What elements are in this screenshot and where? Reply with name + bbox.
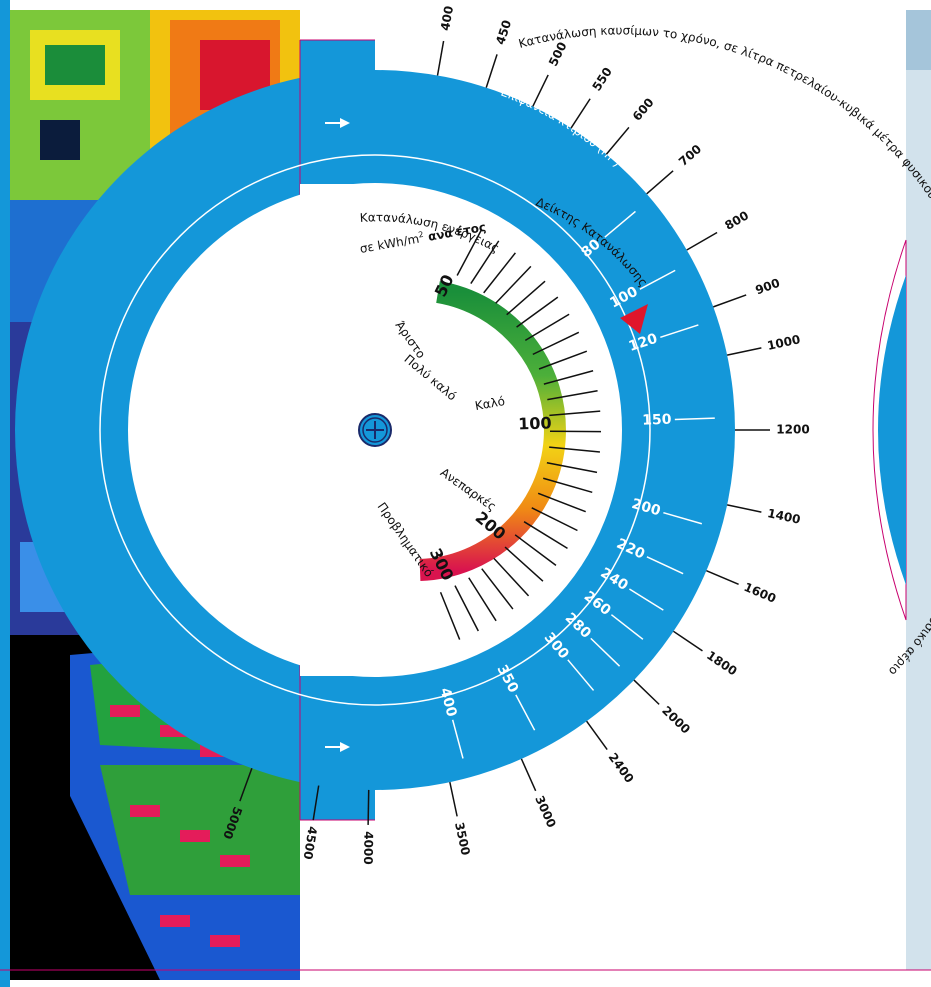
energy-tick bbox=[470, 240, 500, 284]
energy-tick bbox=[524, 313, 570, 342]
fuel-tick bbox=[312, 785, 320, 821]
fuel-tick-label: 4000 bbox=[361, 831, 376, 865]
area-tick bbox=[646, 556, 684, 575]
area-tick bbox=[674, 417, 715, 421]
fuel-tick bbox=[605, 126, 630, 155]
fuel-tick-label: 3000 bbox=[532, 794, 558, 830]
energy-tick bbox=[439, 591, 461, 640]
fuel-tick-label: 1000 bbox=[766, 332, 802, 353]
area-tick bbox=[604, 210, 636, 238]
energy-tick bbox=[538, 350, 588, 370]
area-ring-line bbox=[99, 154, 651, 706]
energy-tick bbox=[456, 230, 482, 276]
energy-tick-label: 100 bbox=[518, 413, 552, 433]
fuel-tick-label: 1400 bbox=[766, 506, 802, 527]
fuel-tick bbox=[686, 231, 718, 251]
fuel-tick bbox=[239, 768, 253, 802]
energy-tick bbox=[495, 265, 532, 304]
energy-tick bbox=[506, 280, 546, 316]
area-tick bbox=[610, 614, 644, 640]
rating-label: Καλό bbox=[474, 394, 506, 413]
fuel-tick-label: 3500 bbox=[452, 821, 473, 857]
fuel-tick-label: 700 bbox=[676, 142, 704, 169]
fuel-tick bbox=[520, 758, 537, 792]
fuel-tick-label: 800 bbox=[722, 208, 751, 233]
fuel-tick bbox=[633, 679, 660, 705]
area-tick bbox=[660, 324, 699, 339]
right-side-panel bbox=[906, 10, 931, 970]
fuel-tick bbox=[706, 569, 739, 586]
fuel-tick bbox=[485, 54, 498, 88]
fuel-tick-label: 2400 bbox=[606, 750, 637, 785]
energy-tick bbox=[549, 410, 601, 417]
area-tick bbox=[663, 511, 703, 525]
fuel-tick bbox=[646, 170, 674, 195]
energy-tick bbox=[543, 477, 593, 494]
rating-color-arc bbox=[419, 281, 566, 581]
fuel-tick-label: 2000 bbox=[659, 703, 693, 736]
fuel-tick-label: 5000 bbox=[220, 805, 245, 841]
fuel-tick bbox=[726, 504, 762, 513]
plus-icon[interactable] bbox=[358, 413, 392, 447]
fuel-tick bbox=[713, 294, 747, 308]
fuel-tick-label: 1600 bbox=[742, 580, 778, 606]
energy-tick bbox=[514, 534, 557, 566]
left-blue-strip bbox=[0, 0, 10, 987]
arrow-right-icon bbox=[325, 118, 350, 128]
inner-ticks bbox=[439, 230, 601, 640]
fuel-tick-label: 1200 bbox=[776, 423, 809, 437]
right-panel-tab bbox=[906, 10, 931, 70]
energy-tick bbox=[543, 370, 594, 385]
arrow-right-icon bbox=[325, 742, 350, 752]
energy-tick bbox=[504, 546, 544, 582]
area-tick bbox=[639, 269, 676, 290]
area-tick bbox=[629, 588, 664, 611]
fuel-tick bbox=[585, 720, 608, 751]
fuel-tick-label: 900 bbox=[753, 276, 781, 298]
fuel-tick bbox=[436, 40, 445, 76]
fuel-tick-label: 600 bbox=[630, 95, 657, 123]
fuel-tick-label: 400 bbox=[438, 5, 456, 32]
energy-tick bbox=[481, 568, 514, 610]
energy-tick bbox=[549, 446, 600, 453]
area-tick bbox=[567, 659, 595, 691]
energy-tick bbox=[454, 585, 479, 632]
fuel-tick bbox=[726, 347, 762, 356]
fuel-tick-label: 550 bbox=[590, 65, 615, 94]
area-tick-label: 150 bbox=[642, 412, 672, 429]
area-tick bbox=[451, 719, 464, 759]
fuel-tick-label: 4500 bbox=[301, 825, 320, 860]
energy-tick bbox=[523, 521, 568, 550]
energy-tick bbox=[537, 492, 586, 513]
energy-tick bbox=[483, 252, 516, 294]
energy-tick bbox=[532, 331, 580, 356]
area-tick-label: 200 bbox=[630, 496, 663, 520]
fuel-tick-label: 1800 bbox=[704, 648, 740, 678]
area-tick-label: 400 bbox=[436, 686, 459, 719]
area-tick bbox=[590, 637, 621, 667]
fuel-tick-label: 450 bbox=[493, 18, 514, 46]
energy-tick bbox=[516, 296, 559, 328]
fuel-tick bbox=[570, 98, 591, 129]
energy-tick bbox=[547, 390, 598, 401]
fuel-tick bbox=[449, 781, 458, 817]
fuel-tick bbox=[367, 789, 370, 825]
fuel-tick bbox=[532, 74, 549, 107]
energy-tick bbox=[493, 557, 530, 597]
energy-tick bbox=[468, 577, 497, 622]
fuel-tick bbox=[673, 630, 703, 652]
red-pointer-icon bbox=[620, 304, 648, 334]
energy-tick bbox=[531, 507, 578, 532]
energy-tick bbox=[546, 462, 598, 474]
right-lens-fill bbox=[878, 275, 906, 585]
area-tick bbox=[515, 694, 536, 731]
